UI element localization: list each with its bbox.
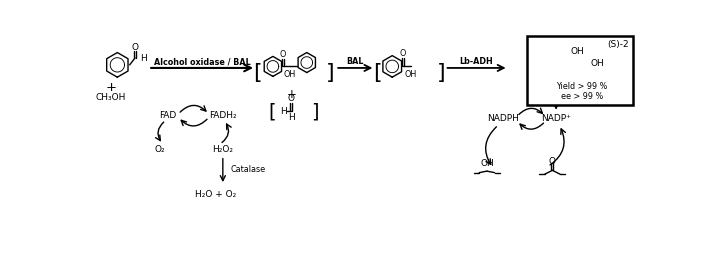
Text: O₂: O₂: [155, 145, 165, 154]
Text: FADH₂: FADH₂: [209, 111, 237, 120]
Text: NADPH: NADPH: [487, 114, 519, 123]
Text: FAD: FAD: [159, 111, 176, 120]
Text: Catalase: Catalase: [230, 165, 266, 174]
Text: H: H: [280, 107, 287, 115]
Text: H: H: [140, 54, 147, 63]
Text: OH: OH: [405, 70, 417, 79]
Text: CH₃OH: CH₃OH: [96, 93, 126, 102]
Text: Alcohol oxidase / BAL: Alcohol oxidase / BAL: [154, 57, 250, 66]
Text: H: H: [288, 114, 295, 122]
Text: BAL: BAL: [347, 57, 364, 66]
Text: Lb-ADH: Lb-ADH: [459, 57, 493, 66]
Text: [: [: [253, 63, 262, 83]
Text: O: O: [288, 94, 295, 103]
Text: H₂O + O₂: H₂O + O₂: [194, 190, 236, 199]
Text: O: O: [132, 43, 138, 52]
Text: +: +: [106, 82, 117, 95]
Text: OH: OH: [591, 59, 605, 68]
Text: NADP⁺: NADP⁺: [541, 114, 571, 123]
Text: O: O: [549, 157, 556, 166]
Text: O: O: [280, 50, 286, 59]
Text: [: [: [374, 63, 382, 83]
Text: Yield > 99 %: Yield > 99 %: [556, 82, 608, 91]
Text: ee > 99 %: ee > 99 %: [561, 92, 603, 101]
Text: H₂O₂: H₂O₂: [212, 145, 233, 154]
Text: OH: OH: [284, 70, 296, 79]
Text: ]: ]: [437, 63, 445, 83]
Text: OH: OH: [570, 47, 584, 56]
Text: (S)-2: (S)-2: [607, 40, 629, 49]
Text: ]: ]: [311, 102, 319, 121]
Text: [: [: [269, 102, 276, 121]
Text: OH: OH: [480, 159, 494, 168]
Text: O: O: [400, 49, 406, 58]
Text: +: +: [287, 88, 297, 101]
FancyBboxPatch shape: [527, 36, 633, 105]
Text: ]: ]: [326, 63, 335, 83]
